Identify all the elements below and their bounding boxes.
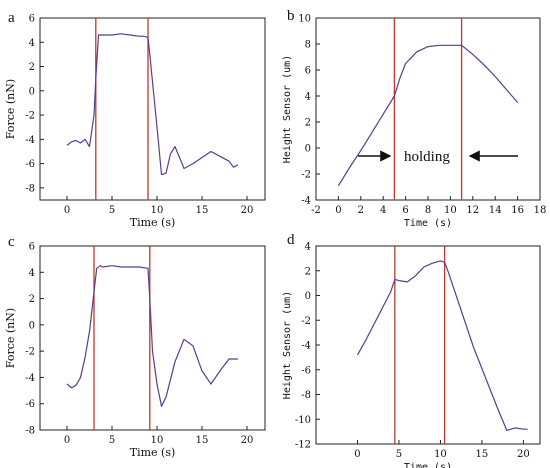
x-tick-label: 2 [358,205,364,216]
plot-frame [315,17,541,201]
y-tick-label: 2 [305,266,311,277]
y-tick-label: -4 [25,373,35,384]
y-tick-label: 6 [29,14,35,25]
x-tick-label: 14 [489,205,502,216]
x-tick-label: 0 [64,205,70,216]
y-tick-label: -6 [25,399,35,410]
holding-annotation: holding [404,149,450,165]
x-tick-label: 15 [476,449,489,460]
x-axis-label: Time (s) [404,462,452,468]
y-tick-label: -4 [301,196,311,207]
y-tick-label: 0 [29,320,35,331]
x-tick-label: 0 [335,205,341,216]
y-tick-label: 2 [305,118,311,129]
x-tick-label: 20 [517,449,530,460]
x-tick-label: 20 [241,435,254,446]
x-tick-label: 16 [511,205,524,216]
y-tick-label: 2 [29,294,35,305]
panel-letter: c [8,234,15,250]
y-tick-label: 2 [29,62,35,73]
y-tick-label: 6 [305,66,311,77]
y-tick-label: -8 [25,426,35,437]
y-tick-label: -4 [25,135,35,146]
x-tick-label: 5 [396,449,402,460]
y-tick-label: -4 [301,341,311,352]
data-line [66,265,238,407]
x-tick-label: 0 [354,449,360,460]
x-tick-label: 0 [64,435,70,446]
x-tick-label: 5 [109,435,115,446]
data-line [337,44,519,187]
y-tick-label: -8 [25,183,35,194]
y-tick-label: -2 [301,316,311,327]
y-tick-label: -2 [301,170,311,181]
x-axis-label: Time (s) [130,216,176,229]
x-tick-label: 15 [196,435,209,446]
y-tick-label: -12 [295,440,311,451]
y-tick-label: 0 [305,291,311,302]
data-line [66,33,239,176]
y-tick-label: 6 [29,242,35,253]
panel-letter: a [8,10,15,26]
y-tick-label: 0 [29,86,35,97]
x-tick-label: 10 [151,205,164,216]
y-axis-label: Height Sensor (um) [282,55,293,163]
panel-a: a 0 5 10 15 20 -8 -6 -4 -2 0 2 4 6 Time (s) Force (nN) [4,10,266,229]
panel-d: d 0 5 10 15 20 -12 -10 -8 -6 -4 -2 0 2 4 Time (s) Height… [282,232,541,468]
y-axis-label: Force (nN) [4,308,17,368]
y-tick-label: -6 [25,159,35,170]
y-tick-label: -2 [25,111,35,122]
y-axis-label: Force (nN) [4,79,17,139]
y-tick-label: -10 [295,415,311,426]
x-tick-label: 20 [241,205,254,216]
x-tick-label: 4 [380,205,386,216]
plot-frame [315,245,541,445]
panel-c: c 0 5 10 15 20 -8 -6 -4 -2 0 2 4 6 Time (s) Force (nN) [4,234,266,459]
y-tick-label: 4 [29,268,35,279]
x-axis-label: Time (s) [130,446,176,459]
x-tick-label: 10 [434,449,447,460]
x-tick-label: 10 [151,435,164,446]
y-tick-label: -6 [301,365,311,376]
x-tick-label: -2 [311,205,321,216]
y-tick-label: 10 [298,14,311,25]
y-tick-label: 4 [29,38,35,49]
x-axis-label: Time (s) [404,218,452,229]
y-tick-label: -2 [25,347,35,358]
x-tick-label: 6 [402,205,408,216]
y-tick-label: -8 [301,390,311,401]
panel-letter: b [287,8,295,24]
panel-letter: d [287,232,295,248]
y-axis-label: Height Sensor (um) [282,291,293,399]
y-tick-label: 4 [305,242,311,253]
x-tick-label: 15 [196,205,209,216]
y-tick-label: 0 [305,144,311,155]
data-line [356,260,528,431]
x-tick-label: 8 [425,205,431,216]
y-tick-label: 4 [305,92,311,103]
x-tick-label: 18 [534,205,547,216]
plot-frame [39,245,266,431]
x-tick-label: 12 [466,205,479,216]
plot-frame [39,17,266,201]
x-tick-label: 10 [444,205,457,216]
y-tick-label: 8 [305,40,311,51]
x-tick-label: 5 [109,205,115,216]
